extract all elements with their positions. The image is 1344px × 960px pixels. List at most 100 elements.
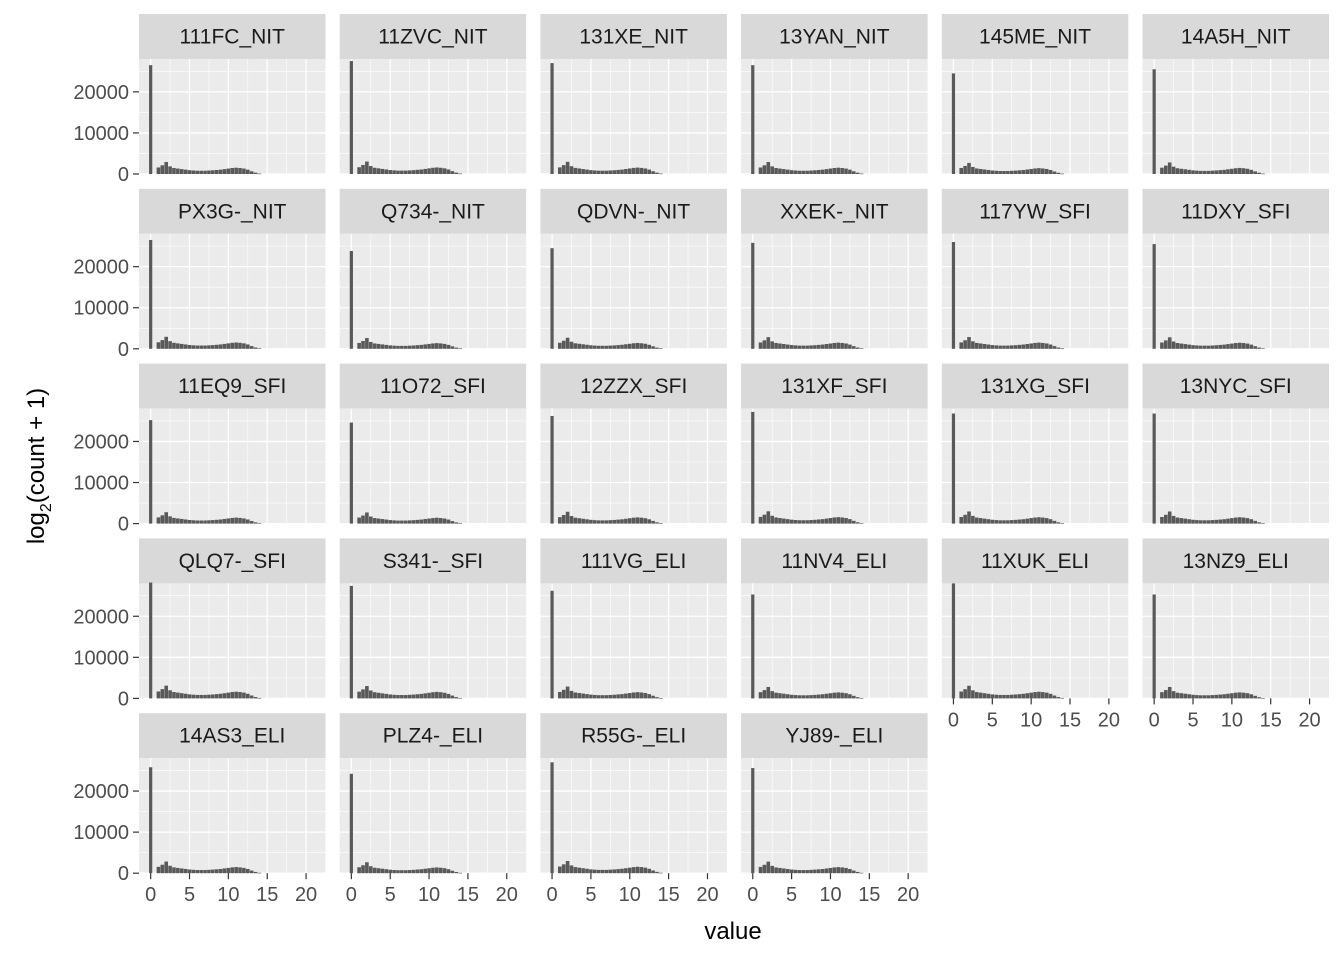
histogram-bar bbox=[361, 865, 365, 874]
panel-background bbox=[540, 59, 727, 174]
histogram-bar bbox=[766, 337, 771, 349]
histogram-bar bbox=[1222, 344, 1226, 349]
histogram-bar bbox=[400, 870, 404, 874]
histogram-bar bbox=[407, 170, 412, 174]
histogram-bar bbox=[820, 694, 825, 699]
histogram-bar bbox=[160, 689, 165, 699]
histogram-bar bbox=[388, 869, 393, 874]
histogram-bar bbox=[1253, 346, 1257, 349]
histogram-bar bbox=[349, 585, 353, 699]
histogram-bar bbox=[844, 343, 848, 349]
histogram-bar bbox=[218, 693, 223, 699]
histogram-bar bbox=[1218, 170, 1223, 174]
histogram-bar bbox=[176, 867, 180, 874]
histogram-bar bbox=[1237, 517, 1242, 524]
histogram-bar bbox=[1257, 172, 1261, 174]
histogram-bar bbox=[1052, 695, 1057, 699]
histogram-bar bbox=[817, 869, 821, 874]
histogram-bar bbox=[978, 692, 983, 699]
histogram-bar bbox=[392, 170, 396, 174]
histogram-bar bbox=[577, 343, 582, 349]
histogram-bar bbox=[372, 343, 377, 349]
histogram-bar bbox=[655, 522, 659, 524]
histogram-bar bbox=[1044, 518, 1049, 524]
histogram-bar bbox=[1241, 692, 1246, 699]
histogram-bar bbox=[218, 868, 223, 874]
histogram-bar bbox=[1060, 348, 1065, 349]
histogram-bar bbox=[604, 520, 609, 524]
histogram-bar bbox=[832, 867, 837, 874]
facet-strip bbox=[139, 538, 326, 584]
histogram-bar bbox=[1202, 695, 1207, 699]
histogram-bar bbox=[179, 693, 184, 699]
histogram-bar bbox=[454, 522, 459, 524]
histogram-bar bbox=[172, 867, 176, 874]
histogram-bar bbox=[1033, 168, 1037, 174]
x-tick-label: 20 bbox=[897, 884, 919, 906]
panel-background bbox=[741, 583, 928, 699]
facet-strip bbox=[139, 363, 326, 409]
histogram-bar bbox=[1041, 692, 1045, 699]
histogram-bar bbox=[238, 168, 242, 174]
histogram-bar bbox=[230, 692, 235, 699]
histogram-bar bbox=[1230, 343, 1234, 349]
histogram-bar bbox=[577, 168, 582, 174]
histogram-bar bbox=[967, 162, 971, 174]
histogram-bar bbox=[1222, 694, 1226, 699]
histogram-bar bbox=[458, 523, 462, 524]
histogram-bar bbox=[168, 865, 172, 874]
histogram-bar bbox=[1198, 345, 1203, 349]
facet-strip bbox=[540, 363, 727, 409]
histogram-bar bbox=[998, 520, 1002, 524]
histogram-bar bbox=[349, 773, 353, 874]
histogram-bar bbox=[357, 342, 361, 349]
histogram-bar bbox=[573, 343, 578, 349]
histogram-bar bbox=[1233, 692, 1238, 699]
facet-strip bbox=[540, 713, 727, 759]
histogram-bar bbox=[149, 239, 153, 349]
histogram-bar bbox=[207, 520, 211, 524]
histogram-bar bbox=[762, 690, 767, 699]
histogram-bar bbox=[1222, 169, 1226, 174]
histogram-bar bbox=[809, 520, 813, 524]
facet-strip-label: YJ89-_ELI bbox=[785, 725, 883, 748]
histogram-bar bbox=[183, 693, 188, 699]
histogram-bar bbox=[1041, 342, 1045, 349]
histogram-bar bbox=[249, 346, 254, 349]
histogram-bar bbox=[577, 867, 582, 874]
histogram-bar bbox=[187, 869, 192, 874]
histogram-bar bbox=[450, 870, 455, 874]
histogram-bar bbox=[770, 865, 774, 874]
histogram-bar bbox=[357, 517, 361, 524]
histogram-bar bbox=[1029, 168, 1033, 174]
histogram-bar bbox=[222, 169, 227, 174]
histogram-bar bbox=[836, 167, 841, 174]
facet-strip bbox=[741, 713, 928, 759]
histogram-bar bbox=[1171, 515, 1176, 524]
y-tick-label: 10000 bbox=[73, 822, 129, 844]
histogram-bar bbox=[222, 693, 227, 699]
histogram-bar bbox=[392, 694, 396, 699]
histogram-bar bbox=[415, 694, 420, 699]
histogram-bar bbox=[207, 869, 211, 874]
histogram-bar bbox=[778, 693, 782, 699]
facet-panel: 11NV4_ELI bbox=[741, 538, 928, 700]
histogram-bar bbox=[454, 872, 459, 874]
histogram-bar bbox=[203, 170, 207, 174]
histogram-bar bbox=[176, 168, 180, 174]
histogram-bar bbox=[357, 691, 361, 699]
histogram-bar bbox=[214, 869, 219, 874]
facet-strip-label: 131XG_SFI bbox=[980, 375, 1090, 398]
histogram-bar bbox=[183, 519, 188, 524]
histogram-bar bbox=[411, 694, 416, 699]
histogram-bar bbox=[801, 520, 806, 524]
histogram-bar bbox=[1233, 343, 1238, 349]
histogram-bar bbox=[573, 517, 578, 524]
histogram-bar bbox=[191, 170, 196, 174]
histogram-bar bbox=[1152, 594, 1156, 699]
histogram-bar bbox=[203, 520, 207, 524]
histogram-bar bbox=[207, 345, 211, 349]
panel-background bbox=[540, 583, 727, 699]
histogram-bar bbox=[828, 518, 833, 524]
